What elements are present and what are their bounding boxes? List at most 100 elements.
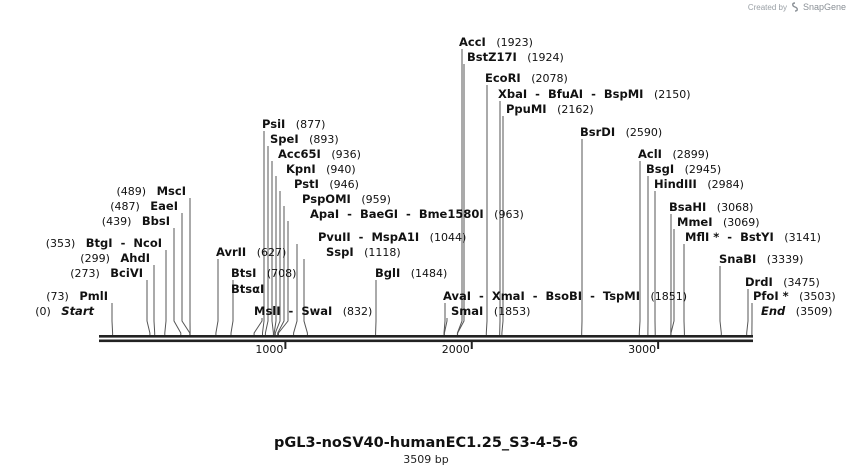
site-msci[interactable]: (489) MscI xyxy=(117,184,186,198)
backbone-bottom-strand xyxy=(99,339,753,343)
site-label-btsi[interactable]: BtsI (708) xyxy=(231,266,296,280)
site-mmei[interactable]: MmeI (3069) xyxy=(677,215,760,229)
credit-brand: SnapGene xyxy=(802,2,846,12)
scale-ticks: 1000 2000 3000 xyxy=(255,342,660,356)
site-line-spei xyxy=(264,146,269,335)
site-label-msli-swai[interactable]: MslI - SwaI (832) xyxy=(254,304,372,318)
site-line-bstz17i xyxy=(457,64,465,335)
site-bgli[interactable]: BglI (1484) xyxy=(375,266,447,280)
site-label-kpni[interactable]: KpnI (940) xyxy=(286,162,356,176)
site-line-btsi xyxy=(230,280,234,335)
site-bcivi[interactable]: (273) BciVI xyxy=(70,266,143,280)
site-label-ahdi[interactable]: (299) AhdI xyxy=(80,251,150,265)
site-label-smai[interactable]: SmaI (1853) xyxy=(451,304,530,318)
site-label-mfli-bstyi[interactable]: MflI * - BstYI (3141) xyxy=(685,230,821,244)
site-bsrdi[interactable]: BsrDI (2590) xyxy=(580,125,662,139)
site-acc65i[interactable]: Acc65I (936) xyxy=(278,147,361,161)
site-spei[interactable]: SpeI (893) xyxy=(270,132,339,146)
site-drdi[interactable]: DrdI (3475) xyxy=(745,275,820,289)
site-btsi[interactable]: BtsI (708) xyxy=(231,266,296,280)
site-label-bsgi[interactable]: BsgI (2945) xyxy=(646,162,721,176)
site-bstz17i[interactable]: BstZ17I (1924) xyxy=(467,50,564,64)
site-label-ppumi[interactable]: PpuMI (2162) xyxy=(506,102,594,116)
site-label-avai-xmai-bsobi-tspmi[interactable]: AvaI - XmaI - BsoBI - TspMI (1851) xyxy=(443,289,687,303)
site-label-psti[interactable]: PstI (946) xyxy=(294,177,359,191)
site-label-mmei[interactable]: MmeI (3069) xyxy=(677,215,760,229)
site-label-end[interactable]: End (3509) xyxy=(761,304,832,318)
site-line-psti xyxy=(274,191,281,335)
site-labels: AccI (1923)BstZ17I (1924) EcoRI (2078) Xba… xyxy=(35,35,836,318)
site-label-acci[interactable]: AccI (1923) xyxy=(459,35,533,49)
site-label-apai-baegi-bme1580i[interactable]: ApaI - BaeGI - Bme1580I (963) xyxy=(310,207,524,221)
site-eaei[interactable]: (487) EaeI xyxy=(110,199,178,213)
site-label-snabi[interactable]: SnaBI (3339) xyxy=(719,252,803,266)
site-acli[interactable]: AclI (2899) xyxy=(638,147,709,161)
site-label-sspi[interactable]: SspI (1118) xyxy=(326,245,401,259)
site-label-bbsi[interactable]: (439) BbsI xyxy=(102,214,170,228)
site-line-pspomi xyxy=(277,206,285,335)
site-label-btgi-ncoi[interactable]: (353) BtgI - NcoI xyxy=(46,236,162,250)
site-pspomi[interactable]: PspOMI (959) xyxy=(302,192,391,206)
site-pvuii-mspa1i[interactable]: PvuII - MspA1I (1044) xyxy=(318,230,466,244)
site-btgi-ncoi[interactable]: (353) BtgI - NcoI xyxy=(46,236,162,250)
site-label-msci[interactable]: (489) MscI xyxy=(117,184,186,198)
site-pmli[interactable]: (73) PmlI xyxy=(46,289,108,303)
site-label-pvuii-mspa1i[interactable]: PvuII - MspA1I (1044) xyxy=(318,230,466,244)
site-line-avrii xyxy=(215,259,219,335)
site-ecori[interactable]: EcoRI (2078) xyxy=(485,71,568,85)
site-sspi[interactable]: SspI (1118) xyxy=(326,245,401,259)
site-line-acli xyxy=(638,161,641,335)
site-ahdi[interactable]: (299) AhdI xyxy=(80,251,150,265)
site-snabi[interactable]: SnaBI (3339) xyxy=(719,252,803,266)
site-label-acc65i[interactable]: Acc65I (936) xyxy=(278,147,361,161)
site-label-ecori[interactable]: EcoRI (2078) xyxy=(485,71,568,85)
site-line-acc65i xyxy=(271,161,274,335)
site-label-avrii[interactable]: AvrII (627) xyxy=(216,245,286,259)
site-bsahi[interactable]: BsaHI (3068) xyxy=(669,200,753,214)
site-label-bcivi[interactable]: (273) BciVI xyxy=(70,266,143,280)
site-label-xbai-bfuai-bspmi[interactable]: XbaI - BfuAI - BspMI (2150) xyxy=(498,87,691,101)
site-label-drdi[interactable]: DrdI (3475) xyxy=(745,275,820,289)
site-apai-baegi-bme1580i[interactable]: ApaI - BaeGI - Bme1580I (963) xyxy=(310,207,524,221)
site-pfoi[interactable]: PfoI * (3503) xyxy=(753,289,836,303)
site-msli-swai[interactable]: MslI - SwaI (832) xyxy=(254,304,372,318)
site-label-bstz17i[interactable]: BstZ17I (1924) xyxy=(467,50,564,64)
site-line-pvuii-mspa1i xyxy=(293,244,298,335)
site-label-pspomi[interactable]: PspOMI (959) xyxy=(302,192,391,206)
site-start[interactable]: (0) Start xyxy=(35,304,94,318)
tick-label-3000: 3000 xyxy=(628,343,656,356)
site-label-spei[interactable]: SpeI (893) xyxy=(270,132,339,146)
site-avrii[interactable]: AvrII (627) xyxy=(216,245,286,259)
site-label-hindiii[interactable]: HindIII (2984) xyxy=(654,177,744,191)
site-bbsi[interactable]: (439) BbsI xyxy=(102,214,170,228)
site-label-bsahi[interactable]: BsaHI (3068) xyxy=(669,200,753,214)
site-bsgi[interactable]: BsgI (2945) xyxy=(646,162,721,176)
site-psti[interactable]: PstI (946) xyxy=(294,177,359,191)
site-mfli-bstyi[interactable]: MflI * - BstYI (3141) xyxy=(685,230,821,244)
site-label-psii[interactable]: PsiI (877) xyxy=(262,117,325,131)
site-line-apai-baegi-bme1580i xyxy=(278,221,289,335)
site-label-bgli[interactable]: BglI (1484) xyxy=(375,266,447,280)
site-label-acli[interactable]: AclI (2899) xyxy=(638,147,709,161)
site-end[interactable]: End (3509) xyxy=(761,304,832,318)
site-avai-xmai-bsobi-tspmi[interactable]: AvaI - XmaI - BsoBI - TspMI (1851) xyxy=(443,289,687,303)
site-line-psii xyxy=(262,131,265,335)
plasmid-length: 3509 bp xyxy=(403,453,449,466)
tick-label-2000: 2000 xyxy=(442,343,470,356)
site-acci[interactable]: AccI (1923) xyxy=(459,35,533,49)
site-xbai-bfuai-bspmi[interactable]: XbaI - BfuAI - BspMI (2150) xyxy=(498,87,691,101)
site-label-bts-i[interactable]: BtsαI xyxy=(231,282,264,296)
site-label-pmli[interactable]: (73) PmlI xyxy=(46,289,108,303)
site-label-pfoi[interactable]: PfoI * (3503) xyxy=(753,289,836,303)
site-kpni[interactable]: KpnI (940) xyxy=(286,162,356,176)
site-ppumi[interactable]: PpuMI (2162) xyxy=(506,102,594,116)
site-label-bsrdi[interactable]: BsrDI (2590) xyxy=(580,125,662,139)
site-line-smai xyxy=(443,318,448,335)
site-smai[interactable]: SmaI (1853) xyxy=(451,304,530,318)
site-psii[interactable]: PsiI (877) xyxy=(262,117,325,131)
site-bts-i[interactable]: BtsαI xyxy=(231,282,264,296)
snapgene-logo-icon xyxy=(792,2,798,12)
site-label-eaei[interactable]: (487) EaeI xyxy=(110,199,178,213)
site-label-start[interactable]: (0) Start xyxy=(35,304,94,318)
site-hindiii[interactable]: HindIII (2984) xyxy=(654,177,744,191)
